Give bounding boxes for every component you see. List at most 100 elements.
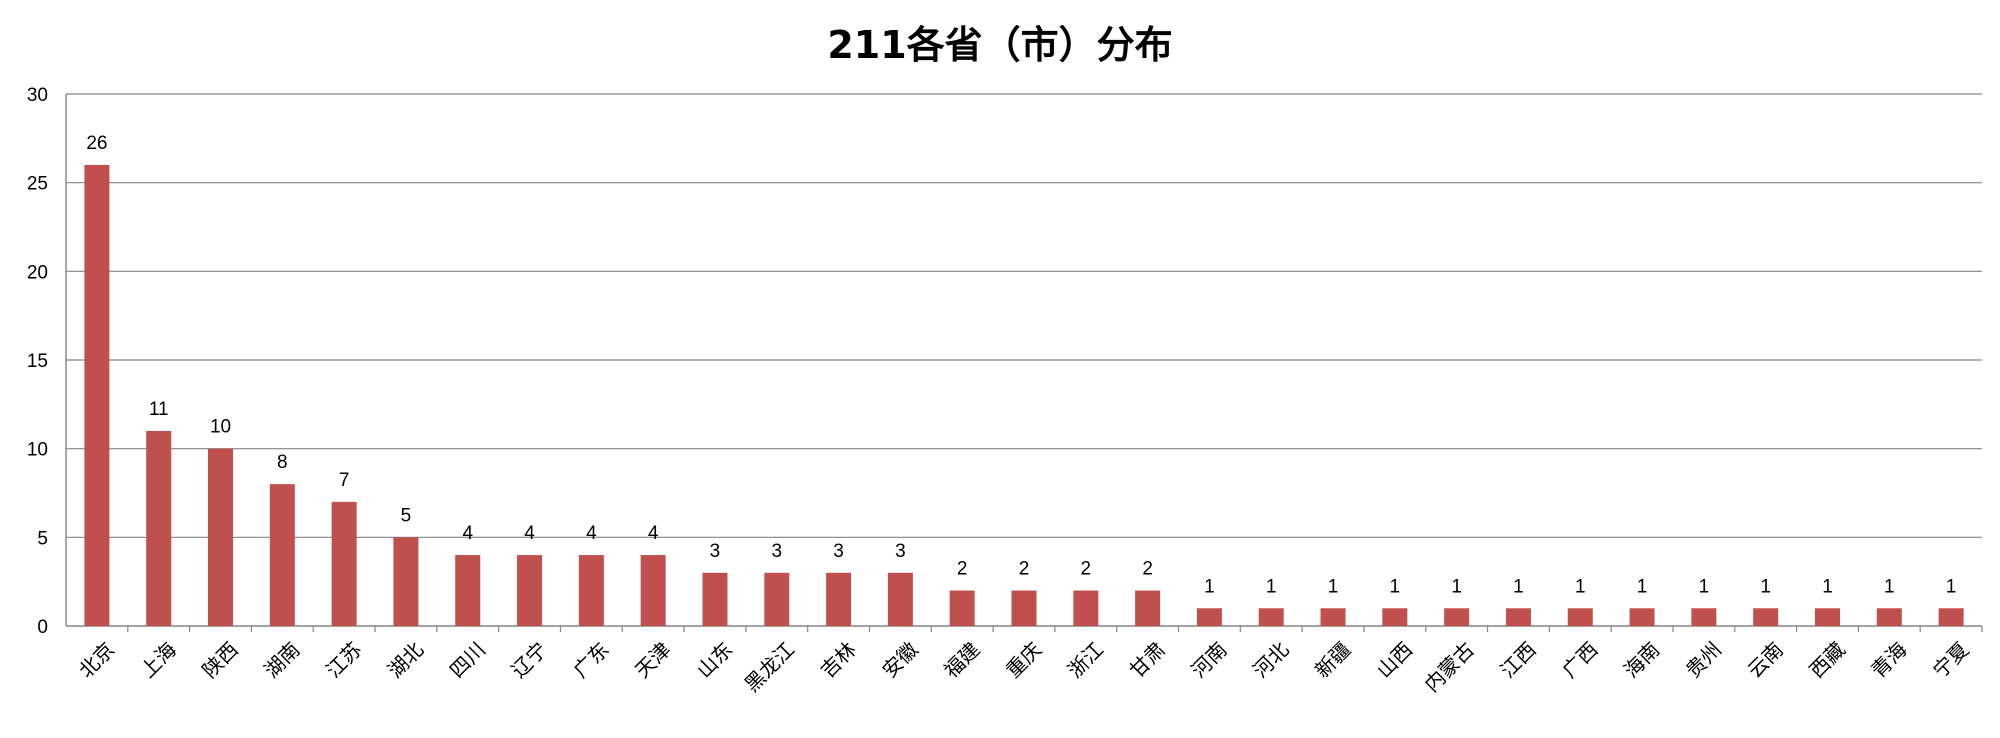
y-tick-label: 25 (27, 174, 48, 195)
y-tick-label: 10 (27, 440, 48, 461)
bar (826, 572, 852, 626)
x-tick-label: 湖北 (383, 637, 428, 682)
data-label: 11 (149, 399, 169, 420)
x-tick-label: 山东 (692, 637, 737, 682)
data-label: 2 (957, 559, 968, 580)
chart-title: 211各省（市）分布 (827, 23, 1173, 67)
data-label: 1 (1884, 576, 1895, 597)
y-tick-label: 0 (37, 617, 48, 638)
bar (1814, 608, 1840, 626)
data-label: 1 (1513, 576, 1524, 597)
bar (1876, 608, 1902, 626)
data-label: 5 (401, 505, 412, 526)
bar (640, 555, 666, 626)
bar (578, 555, 604, 626)
data-label: 1 (1266, 576, 1277, 597)
x-tick-label: 湖南 (259, 637, 304, 682)
x-tick-label: 安徽 (877, 637, 922, 682)
y-tick-label: 15 (27, 351, 48, 372)
data-label: 1 (1760, 576, 1771, 597)
bar (269, 484, 295, 626)
x-tick-label: 广东 (568, 637, 613, 682)
data-label: 1 (1328, 576, 1339, 597)
bar (84, 164, 110, 626)
x-tick-label: 甘肃 (1125, 637, 1170, 682)
y-tick-label: 5 (37, 528, 48, 549)
bar (455, 555, 481, 626)
x-tick-label: 黑龙江 (740, 637, 799, 696)
bar (1753, 608, 1779, 626)
data-label: 3 (771, 541, 782, 562)
data-label: 26 (86, 133, 107, 154)
x-tick-label: 河南 (1186, 637, 1231, 682)
data-label: 1 (1946, 576, 1957, 597)
bar (1073, 590, 1099, 626)
data-label: 2 (1142, 559, 1153, 580)
bar (1196, 608, 1222, 626)
bar (1135, 590, 1161, 626)
x-tick-label: 海南 (1619, 637, 1664, 682)
x-tick-label: 浙江 (1063, 637, 1108, 682)
bar (393, 537, 419, 626)
bar (1629, 608, 1655, 626)
bar (1258, 608, 1284, 626)
x-tick-label: 广西 (1557, 637, 1602, 682)
x-tick-label: 重庆 (1001, 637, 1046, 682)
bar (1691, 608, 1717, 626)
bar (1444, 608, 1470, 626)
x-tick-label: 陕西 (198, 637, 243, 682)
x-tick-label: 云南 (1743, 637, 1788, 682)
bar (949, 590, 975, 626)
data-label: 1 (1451, 576, 1462, 597)
bar (517, 555, 543, 626)
x-tick-label: 北京 (74, 637, 119, 682)
bar (331, 501, 357, 626)
bar (208, 448, 234, 626)
x-tick-label: 内蒙古 (1420, 637, 1479, 696)
bar (1938, 608, 1964, 626)
x-tick-label: 宁夏 (1928, 637, 1973, 682)
data-label: 3 (895, 541, 906, 562)
data-label: 4 (462, 523, 473, 544)
x-tick-label: 江苏 (321, 637, 366, 682)
data-label: 4 (524, 523, 535, 544)
data-label: 4 (586, 523, 597, 544)
data-label: 3 (710, 541, 721, 562)
x-tick-label: 江西 (1495, 637, 1540, 682)
x-tick-label: 青海 (1866, 637, 1911, 682)
x-tick-label: 新疆 (1310, 637, 1355, 682)
bar (1320, 608, 1346, 626)
bar (702, 572, 728, 626)
data-label: 3 (833, 541, 844, 562)
data-label: 10 (210, 417, 231, 438)
data-label: 1 (1637, 576, 1648, 597)
x-tick-label: 辽宁 (507, 637, 552, 682)
x-tick-label: 天津 (630, 637, 675, 682)
x-tick-label: 山西 (1372, 637, 1417, 682)
bar (1382, 608, 1408, 626)
bar (1011, 590, 1037, 626)
data-label: 1 (1575, 576, 1586, 597)
x-tick-label: 西藏 (1805, 637, 1850, 682)
x-tick-label: 福建 (939, 637, 984, 682)
bar (1567, 608, 1593, 626)
bar (764, 572, 790, 626)
data-label: 1 (1822, 576, 1833, 597)
bar (146, 430, 172, 626)
data-label: 1 (1390, 576, 1401, 597)
x-tick-label: 四川 (445, 637, 490, 682)
y-tick-label: 30 (27, 85, 48, 106)
bar (1505, 608, 1531, 626)
data-label: 1 (1699, 576, 1710, 597)
bar (887, 572, 913, 626)
x-tick-label: 吉林 (816, 637, 861, 682)
data-label: 2 (1081, 559, 1092, 580)
x-tick-label: 河北 (1248, 637, 1293, 682)
data-label: 2 (1019, 559, 1030, 580)
data-label: 4 (648, 523, 659, 544)
y-tick-label: 20 (27, 262, 48, 283)
data-label: 1 (1204, 576, 1215, 597)
x-tick-label: 贵州 (1681, 637, 1726, 682)
